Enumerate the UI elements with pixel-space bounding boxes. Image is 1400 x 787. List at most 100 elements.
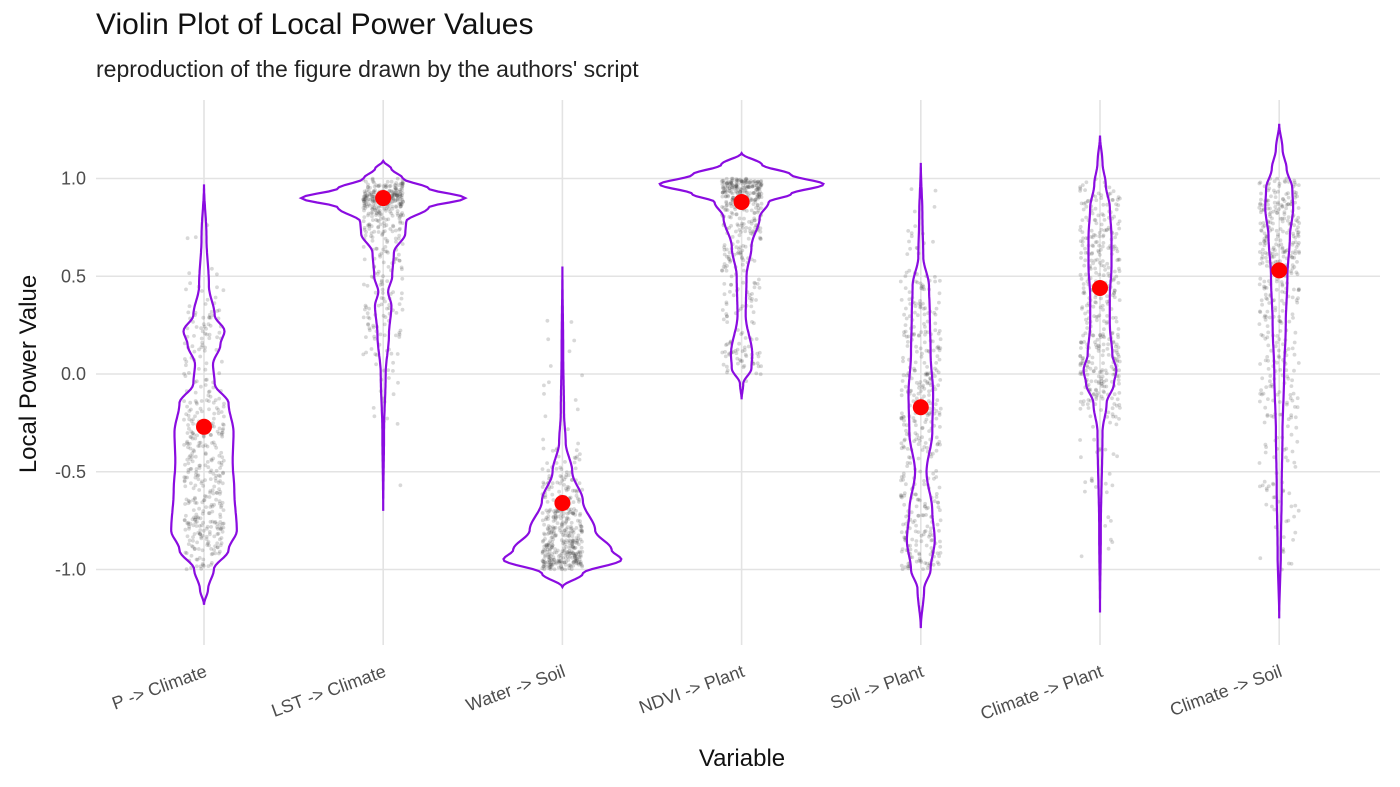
jitter-point	[1290, 242, 1295, 247]
jitter-point	[728, 180, 733, 184]
jitter-point	[754, 298, 758, 302]
jitter-point	[558, 553, 563, 557]
jitter-point	[1117, 226, 1122, 231]
y-tick-label: -1.0	[55, 560, 86, 580]
jitter-point	[394, 181, 399, 185]
jitter-point	[1275, 176, 1279, 181]
jitter-point	[916, 442, 921, 447]
jitter-point	[1293, 192, 1298, 197]
jitter-point	[926, 505, 930, 510]
jitter-point	[218, 526, 223, 531]
jitter-point	[1097, 234, 1102, 239]
jitter-point	[1294, 218, 1299, 223]
jitter-point	[546, 527, 550, 532]
jitter-point	[569, 526, 574, 531]
jitter-point	[724, 300, 729, 305]
jitter-point	[729, 181, 734, 185]
jitter-point	[199, 336, 204, 341]
jitter-point	[931, 471, 936, 476]
jitter-point	[1282, 249, 1287, 254]
jitter-point	[550, 525, 555, 529]
jitter-point	[366, 197, 371, 202]
jitter-point	[1090, 243, 1095, 248]
jitter-point	[541, 437, 545, 442]
jitter-point	[395, 193, 400, 198]
jitter-point	[1268, 214, 1272, 219]
jitter-point	[918, 299, 922, 303]
jitter-point	[562, 511, 566, 515]
jitter-point	[1110, 412, 1115, 417]
jitter-point	[1272, 200, 1277, 205]
jitter-point	[573, 556, 578, 560]
jitter-point	[1281, 550, 1286, 554]
jitter-point	[546, 487, 551, 492]
jitter-point	[755, 180, 760, 184]
jitter-point	[735, 191, 740, 196]
jitter-point	[381, 184, 386, 189]
jitter-point	[361, 197, 366, 202]
jitter-point	[753, 188, 758, 192]
jitter-point	[551, 531, 556, 536]
jitter-point	[933, 387, 938, 392]
jitter-point	[758, 229, 763, 234]
jitter-point	[1082, 263, 1087, 268]
jitter-point	[191, 545, 195, 549]
jitter-point	[189, 481, 193, 486]
jitter-point	[934, 368, 939, 373]
jitter-point	[1265, 309, 1270, 314]
jitter-point	[919, 539, 924, 544]
jitter-point	[1269, 348, 1274, 353]
jitter-point	[580, 373, 584, 378]
jitter-point	[1259, 197, 1263, 202]
jitter-point	[759, 195, 764, 200]
jitter-point	[546, 532, 550, 536]
jitter-point	[934, 475, 939, 479]
jitter-point	[735, 239, 740, 244]
jitter-point	[552, 558, 556, 562]
jitter-point	[911, 520, 915, 525]
jitter-point	[573, 466, 578, 471]
chart-title: Violin Plot of Local Power Values	[96, 8, 534, 41]
jitter-point	[390, 200, 394, 205]
jitter-point	[724, 302, 729, 306]
jitter-point	[1096, 191, 1101, 196]
jitter-point	[1286, 202, 1290, 207]
jitter-point	[755, 190, 760, 195]
jitter-point	[194, 564, 199, 569]
jitter-point	[579, 545, 584, 550]
jitter-point	[1094, 388, 1098, 393]
jitter-point	[555, 548, 560, 553]
jitter-point	[578, 528, 583, 532]
jitter-point	[1258, 180, 1263, 185]
jitter-point	[560, 478, 564, 483]
jitter-point	[1262, 315, 1267, 319]
y-tick-label: -0.5	[55, 462, 86, 482]
jitter-point	[1292, 255, 1297, 260]
jitter-point	[1293, 182, 1298, 187]
jitter-point	[221, 525, 226, 530]
jitter-point	[1116, 327, 1121, 331]
jitter-point	[363, 197, 368, 202]
jitter-point	[186, 442, 191, 446]
jitter-point	[576, 533, 581, 538]
jitter-point	[1266, 343, 1271, 348]
jitter-point	[197, 444, 202, 448]
jitter-point	[399, 194, 403, 198]
jitter-point	[544, 564, 549, 569]
y-axis-title: Local Power Value	[15, 275, 42, 473]
jitter-point	[739, 179, 744, 184]
jitter-point	[734, 229, 738, 234]
jitter-point	[191, 421, 196, 426]
jitter-point	[729, 185, 734, 190]
jitter-point	[758, 235, 762, 240]
jitter-point	[731, 195, 735, 200]
jitter-point	[909, 376, 914, 381]
jitter-point	[188, 521, 193, 526]
jitter-point	[183, 502, 188, 506]
jitter-point	[387, 188, 392, 193]
jitter-point	[563, 530, 568, 535]
jitter-point	[195, 519, 199, 524]
jitter-point	[207, 495, 212, 499]
jitter-point	[1287, 491, 1292, 496]
jitter-point	[1260, 203, 1265, 208]
